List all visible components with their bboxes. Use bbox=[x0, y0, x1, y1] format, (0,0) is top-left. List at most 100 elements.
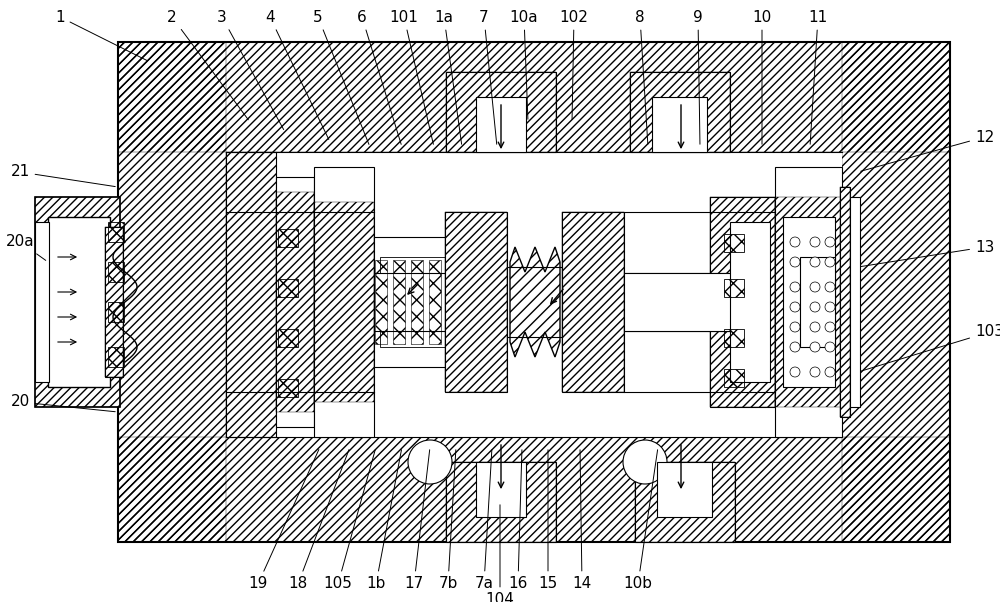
Text: 7: 7 bbox=[479, 10, 497, 144]
Bar bbox=[393, 260, 405, 344]
Bar bbox=[105, 227, 123, 377]
Bar bbox=[783, 217, 835, 387]
Circle shape bbox=[790, 282, 800, 292]
Circle shape bbox=[623, 440, 667, 484]
Bar bbox=[278, 279, 298, 297]
Text: 101: 101 bbox=[390, 10, 433, 144]
Text: 14: 14 bbox=[572, 450, 592, 592]
Bar bbox=[226, 152, 276, 437]
Text: 20: 20 bbox=[10, 394, 115, 412]
Bar bbox=[276, 192, 314, 412]
Text: 18: 18 bbox=[288, 450, 349, 592]
Bar bbox=[278, 229, 298, 247]
Bar bbox=[724, 329, 744, 347]
Circle shape bbox=[810, 282, 820, 292]
Bar bbox=[724, 234, 744, 252]
Circle shape bbox=[810, 342, 820, 352]
Circle shape bbox=[825, 322, 835, 332]
Text: 6: 6 bbox=[357, 10, 401, 144]
Bar bbox=[446, 72, 556, 152]
Text: 10: 10 bbox=[752, 10, 772, 144]
Bar bbox=[446, 462, 556, 542]
Text: 8: 8 bbox=[635, 10, 648, 144]
Bar bbox=[118, 437, 950, 542]
Bar bbox=[635, 462, 735, 542]
Circle shape bbox=[790, 237, 800, 247]
Text: 15: 15 bbox=[538, 450, 558, 592]
Bar bbox=[108, 302, 124, 322]
Bar bbox=[314, 167, 374, 437]
Bar bbox=[35, 197, 120, 407]
Bar bbox=[724, 369, 744, 387]
Bar bbox=[108, 347, 124, 367]
Text: 11: 11 bbox=[808, 10, 828, 144]
Bar bbox=[724, 279, 744, 297]
Text: 1a: 1a bbox=[434, 10, 462, 144]
Text: 103: 103 bbox=[861, 324, 1000, 371]
Bar bbox=[105, 227, 123, 377]
Text: 9: 9 bbox=[693, 10, 703, 144]
Bar bbox=[278, 329, 298, 347]
Circle shape bbox=[825, 367, 835, 377]
Bar bbox=[624, 273, 744, 331]
Bar bbox=[562, 212, 624, 392]
Text: 20a: 20a bbox=[6, 235, 46, 261]
Text: 3: 3 bbox=[217, 10, 284, 129]
Bar bbox=[562, 212, 624, 392]
Bar bbox=[840, 187, 850, 417]
Text: 10a: 10a bbox=[510, 10, 538, 119]
Bar bbox=[657, 462, 712, 517]
Circle shape bbox=[790, 367, 800, 377]
Circle shape bbox=[810, 322, 820, 332]
Bar bbox=[118, 42, 950, 542]
Circle shape bbox=[408, 440, 452, 484]
Bar bbox=[375, 260, 387, 344]
Bar bbox=[507, 267, 562, 337]
Text: 10b: 10b bbox=[624, 450, 658, 592]
Bar bbox=[630, 72, 730, 152]
Circle shape bbox=[790, 322, 800, 332]
Bar bbox=[445, 212, 507, 392]
Text: 12: 12 bbox=[861, 129, 994, 171]
Circle shape bbox=[810, 237, 820, 247]
Bar bbox=[635, 462, 735, 542]
Bar bbox=[108, 222, 124, 242]
Bar bbox=[380, 257, 448, 347]
Text: 16: 16 bbox=[508, 450, 528, 592]
Bar bbox=[35, 222, 49, 382]
Bar bbox=[730, 222, 770, 382]
Circle shape bbox=[825, 342, 835, 352]
Text: 1b: 1b bbox=[366, 450, 401, 592]
Bar bbox=[446, 72, 556, 152]
Bar bbox=[710, 197, 775, 407]
Bar bbox=[445, 212, 507, 392]
Bar bbox=[710, 197, 775, 407]
Text: 21: 21 bbox=[10, 164, 115, 187]
Bar bbox=[850, 197, 860, 407]
Bar bbox=[276, 177, 314, 427]
Bar bbox=[314, 202, 374, 402]
Circle shape bbox=[825, 282, 835, 292]
Text: 7b: 7b bbox=[438, 450, 458, 592]
Bar bbox=[800, 257, 835, 347]
Bar bbox=[652, 97, 707, 152]
Text: 4: 4 bbox=[265, 10, 329, 140]
Circle shape bbox=[825, 302, 835, 312]
Bar bbox=[411, 260, 423, 344]
Bar bbox=[118, 42, 226, 542]
Text: 2: 2 bbox=[167, 10, 248, 120]
Bar bbox=[842, 42, 950, 542]
Circle shape bbox=[810, 367, 820, 377]
Bar bbox=[429, 260, 441, 344]
Bar bbox=[278, 379, 298, 397]
Bar bbox=[226, 152, 842, 437]
Circle shape bbox=[810, 257, 820, 267]
Bar bbox=[630, 72, 730, 152]
Bar bbox=[840, 187, 850, 417]
Circle shape bbox=[825, 237, 835, 247]
Bar bbox=[118, 42, 950, 152]
Bar bbox=[476, 97, 526, 152]
Bar bbox=[476, 462, 526, 517]
Text: 7a: 7a bbox=[475, 450, 494, 592]
Text: 19: 19 bbox=[248, 450, 319, 592]
